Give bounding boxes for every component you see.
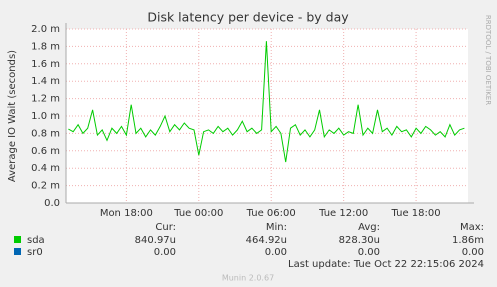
legend-stat: 0.00 [265,247,287,258]
legend-name: sr0 [27,247,43,258]
y-tick-label: 1.2 m [31,94,60,105]
legend-stat: 1.86m [452,235,484,246]
legend-header: Max: [460,222,484,233]
legend-name: sda [27,235,45,246]
x-tick-label: Tue 12:00 [318,208,368,219]
y-tick-label: 0.8 m [31,128,60,139]
x-tick-label: Tue 06:00 [246,208,296,219]
legend-swatch [14,236,21,243]
chart-title: Disk latency per device - by day [147,10,349,25]
y-tick-label: 2.0 m [31,24,60,35]
legend-header: Cur: [155,222,176,233]
y-tick-label: 1.4 m [31,76,60,87]
y-axis-label: Average IO Wait (seconds) [7,50,18,182]
y-tick-label: 0.0 [44,198,60,209]
y-tick-label: 0.6 m [31,146,60,157]
y-tick-label: 1.6 m [31,59,60,70]
legend-header: Avg: [358,222,380,233]
x-tick-label: Tue 00:00 [173,208,223,219]
y-tick-label: 0.4 m [31,163,60,174]
y-tick-label: 1.0 m [31,111,60,122]
x-tick-label: Mon 18:00 [100,208,153,219]
y-tick-label: 1.8 m [31,41,60,52]
data-line [68,41,465,163]
legend-header: Min: [266,222,287,233]
y-tick-label: 0.2 m [31,181,60,192]
legend-stat: 0.00 [154,247,176,258]
x-tick-label: Tue 18:00 [391,208,441,219]
footer: Munin 2.0.67 [222,274,274,283]
legend-stat: 828.30u [339,235,380,246]
legend-swatch [14,248,21,255]
last-update: Last update: Tue Oct 22 22:15:06 2024 [288,259,484,270]
side-label: RRDTOOL / TOBI OETIKER [484,15,492,105]
legend-stat: 0.00 [358,247,380,258]
legend-stat: 840.97u [135,235,176,246]
legend-stat: 464.92u [246,235,287,246]
legend-stat: 0.00 [462,247,484,258]
